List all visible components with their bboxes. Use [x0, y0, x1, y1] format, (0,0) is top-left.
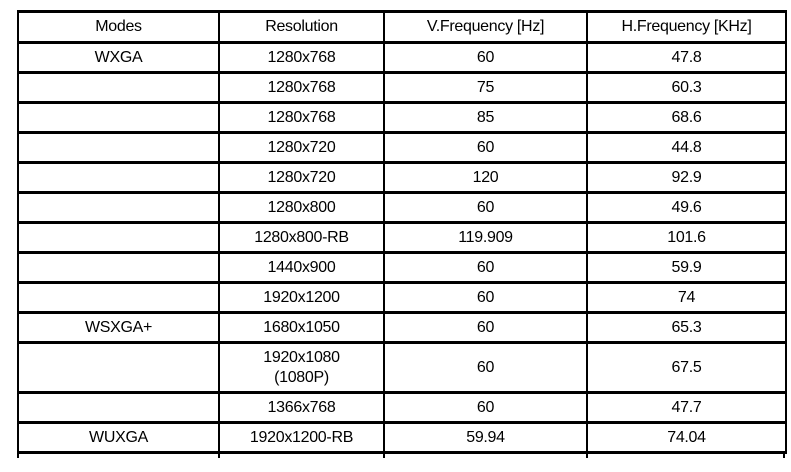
border-stub: [586, 454, 588, 458]
header-row: Modes Resolution V.Frequency [Hz] H.Freq…: [17, 10, 787, 44]
h-frequency-cell: 59.9: [586, 251, 787, 284]
h-frequency-cell: 101.6: [586, 221, 787, 254]
modes-table: Modes Resolution V.Frequency [Hz] H.Freq…: [17, 10, 787, 454]
table-row: 1920x1200 60 74: [17, 281, 787, 314]
resolution-cell: 1366x768: [218, 391, 385, 424]
mode-cell: [17, 221, 220, 254]
column-header-modes: Modes: [17, 10, 220, 44]
border-stub: [383, 454, 385, 458]
v-frequency-cell: 85: [383, 101, 588, 134]
h-frequency-cell: 65.3: [586, 311, 787, 344]
column-header-resolution: Resolution: [218, 10, 385, 44]
table-row: 1280x768 85 68.6: [17, 101, 787, 134]
mode-cell: [17, 131, 220, 164]
v-frequency-cell: 60: [383, 281, 588, 314]
mode-cell: [17, 101, 220, 134]
table-row: WUXGA 1920x1200-RB 59.94 74.04: [17, 421, 787, 454]
resolution-cell: 1680x1050: [218, 311, 385, 344]
resolution-cell: 1440x900: [218, 251, 385, 284]
resolution-cell: 1280x800: [218, 191, 385, 224]
v-frequency-cell: 120: [383, 161, 588, 194]
v-frequency-cell: 60: [383, 251, 588, 284]
table-row: 1280x768 75 60.3: [17, 71, 787, 104]
resolution-cell: 1280x768: [218, 101, 385, 134]
mode-cell: [17, 251, 220, 284]
column-header-h-frequency: H.Frequency [KHz]: [586, 10, 787, 44]
v-frequency-cell: 60: [383, 341, 588, 394]
mode-cell: WXGA: [17, 41, 220, 74]
resolution-cell: 1920x1200: [218, 281, 385, 314]
border-stub: [17, 454, 19, 458]
border-stub: [218, 454, 220, 458]
modes-table-container: Modes Resolution V.Frequency [Hz] H.Freq…: [17, 10, 787, 460]
mode-cell: [17, 391, 220, 424]
resolution-cell: 1280x720: [218, 161, 385, 194]
table-row: 1920x1080 (1080P) 60 67.5: [17, 341, 787, 394]
table-row: 1440x900 60 59.9: [17, 251, 787, 284]
resolution-cell: 1920x1080 (1080P): [218, 341, 385, 394]
v-frequency-cell: 60: [383, 311, 588, 344]
h-frequency-cell: 74: [586, 281, 787, 314]
mode-cell: [17, 161, 220, 194]
table-row: 1366x768 60 47.7: [17, 391, 787, 424]
mode-cell: [17, 341, 220, 394]
resolution-cell: 1920x1200-RB: [218, 421, 385, 454]
table-row: 1280x800 60 49.6: [17, 191, 787, 224]
resolution-cell: 1280x720: [218, 131, 385, 164]
v-frequency-cell: 59.94: [383, 421, 588, 454]
h-frequency-cell: 49.6: [586, 191, 787, 224]
h-frequency-cell: 60.3: [586, 71, 787, 104]
table-row: 1280x720 60 44.8: [17, 131, 787, 164]
table-row: 1280x720 120 92.9: [17, 161, 787, 194]
mode-cell: [17, 191, 220, 224]
mode-cell: [17, 281, 220, 314]
resolution-cell: 1280x768: [218, 71, 385, 104]
h-frequency-cell: 44.8: [586, 131, 787, 164]
v-frequency-cell: 60: [383, 131, 588, 164]
cropped-next-row-border-stubs: [17, 454, 785, 460]
mode-cell: WUXGA: [17, 421, 220, 454]
h-frequency-cell: 74.04: [586, 421, 787, 454]
h-frequency-cell: 67.5: [586, 341, 787, 394]
h-frequency-cell: 47.8: [586, 41, 787, 74]
v-frequency-cell: 60: [383, 191, 588, 224]
v-frequency-cell: 60: [383, 391, 588, 424]
h-frequency-cell: 47.7: [586, 391, 787, 424]
v-frequency-cell: 119.909: [383, 221, 588, 254]
resolution-cell: 1280x800-RB: [218, 221, 385, 254]
column-header-v-frequency: V.Frequency [Hz]: [383, 10, 588, 44]
table-row: WSXGA+ 1680x1050 60 65.3: [17, 311, 787, 344]
h-frequency-cell: 68.6: [586, 101, 787, 134]
mode-cell: WSXGA+: [17, 311, 220, 344]
resolution-cell: 1280x768: [218, 41, 385, 74]
border-stub: [783, 454, 785, 458]
table-row: 1280x800-RB 119.909 101.6: [17, 221, 787, 254]
v-frequency-cell: 75: [383, 71, 588, 104]
mode-cell: [17, 71, 220, 104]
h-frequency-cell: 92.9: [586, 161, 787, 194]
v-frequency-cell: 60: [383, 41, 588, 74]
table-row: WXGA 1280x768 60 47.8: [17, 41, 787, 74]
